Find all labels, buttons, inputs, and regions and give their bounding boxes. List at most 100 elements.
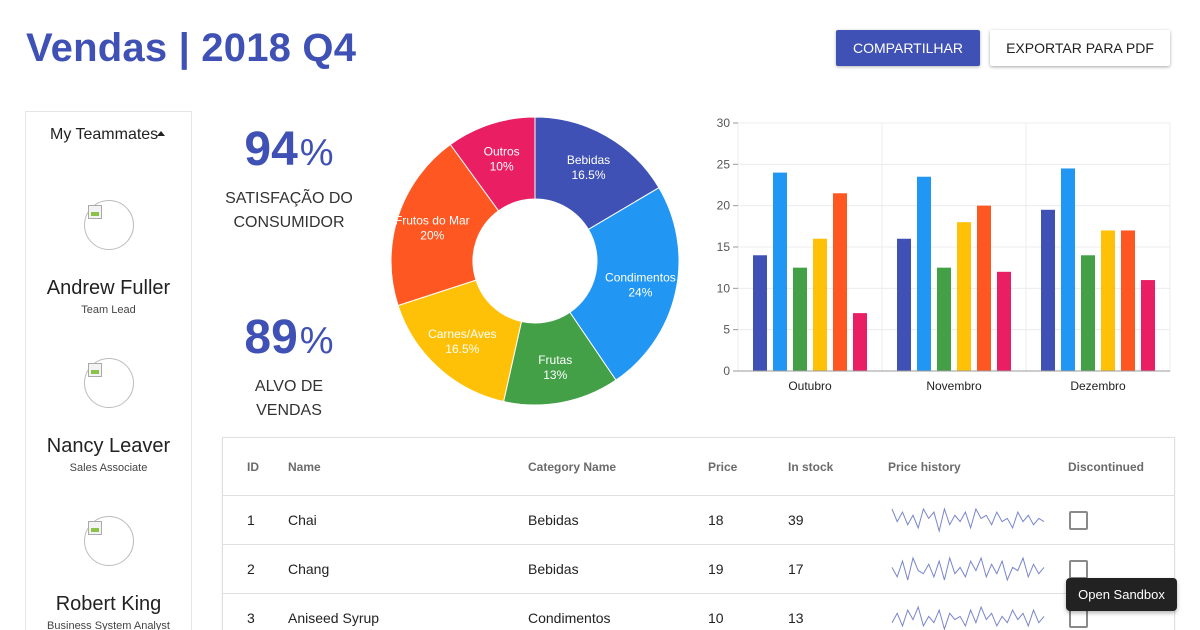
kpi-label-line: vendas bbox=[256, 402, 322, 419]
bar[interactable] bbox=[833, 193, 847, 371]
slice-value-label: 13% bbox=[543, 368, 567, 382]
avatar bbox=[83, 200, 134, 250]
bar[interactable] bbox=[1141, 280, 1155, 371]
cell-name: Chai bbox=[288, 512, 317, 528]
bar[interactable] bbox=[1101, 230, 1115, 371]
monthly-bar-chart[interactable]: 0 5 10 15 20 25 30 Outubro Novembro Dezembro bbox=[700, 112, 1175, 402]
kpi-number: 89 bbox=[244, 311, 298, 364]
cell-stock: 13 bbox=[788, 610, 804, 626]
donut-slice-outros[interactable] bbox=[449, 117, 536, 212]
sparkline-path bbox=[891, 556, 1045, 582]
donut-slice-carnes-aves[interactable] bbox=[397, 279, 523, 403]
bar[interactable] bbox=[753, 255, 767, 371]
cell-price-history bbox=[888, 594, 1048, 630]
cell-price: 10 bbox=[708, 610, 724, 626]
cell-stock: 39 bbox=[788, 512, 804, 528]
bar[interactable] bbox=[1121, 230, 1135, 371]
bar[interactable] bbox=[853, 313, 867, 371]
column-header-price-history[interactable]: Price history bbox=[888, 459, 961, 474]
y-tick-label: 25 bbox=[717, 157, 731, 171]
kpi-label-line: Satisfação do bbox=[225, 190, 353, 207]
slice-label: Frutos do Mar bbox=[395, 214, 470, 228]
page-title: Vendas | 2018 Q4 bbox=[26, 26, 357, 70]
bar[interactable] bbox=[793, 267, 807, 371]
kpi-label: Satisfação do consumidor bbox=[204, 187, 374, 235]
products-grid: ID Name Category Name Price In stock Pri… bbox=[222, 437, 1175, 630]
teammate-card: Nancy Leaver Sales Associate bbox=[26, 358, 191, 474]
cell-category: Bebidas bbox=[528, 561, 579, 577]
bar[interactable] bbox=[897, 238, 911, 371]
sparkline bbox=[891, 605, 1045, 630]
open-sandbox-button[interactable]: Open Sandbox bbox=[1066, 578, 1177, 611]
sparkline-path bbox=[891, 507, 1045, 533]
kpi-number: 94 bbox=[244, 123, 298, 176]
cell-name: Chang bbox=[288, 561, 330, 577]
sparkline-path bbox=[891, 605, 1045, 630]
teammate-role: Business System Analyst bbox=[47, 620, 170, 630]
kpi-label-line: consumidor bbox=[233, 214, 345, 231]
bar[interactable] bbox=[957, 222, 971, 371]
broken-image-icon bbox=[87, 521, 102, 535]
bar[interactable] bbox=[977, 205, 991, 371]
cell-price-history bbox=[888, 496, 1048, 544]
cell-id: 2 bbox=[247, 561, 255, 577]
donut-slice-condimentos[interactable] bbox=[569, 187, 680, 381]
column-header-id[interactable]: ID bbox=[247, 459, 259, 474]
bar[interactable] bbox=[997, 271, 1011, 371]
table-row[interactable]: 2 Chang Bebidas 19 17 bbox=[223, 545, 1174, 594]
donut-slice-bebidas[interactable] bbox=[534, 117, 660, 231]
slice-value-label: 24% bbox=[628, 286, 652, 300]
column-header-discontinued[interactable]: Discontinued bbox=[1068, 459, 1145, 474]
kpi-sales-target: 89% Alvo de vendas bbox=[204, 314, 374, 423]
y-tick-label: 10 bbox=[717, 281, 731, 295]
bar[interactable] bbox=[773, 172, 787, 371]
column-header-price[interactable]: Price bbox=[708, 459, 738, 474]
discontinued-checkbox[interactable] bbox=[1069, 559, 1088, 579]
export-pdf-button[interactable]: Exportar para PDF bbox=[990, 30, 1170, 66]
kpi-value: 89% bbox=[204, 314, 374, 365]
slice-label: Frutas bbox=[538, 353, 572, 367]
cell-price: 18 bbox=[708, 512, 724, 528]
teammates-heading[interactable]: My Teammates bbox=[50, 126, 159, 143]
teammate-card: Andrew Fuller Team Lead bbox=[26, 200, 191, 316]
share-button[interactable]: Compartilhar bbox=[836, 30, 980, 66]
grid-header-row: ID Name Category Name Price In stock Pri… bbox=[223, 438, 1174, 496]
kpi-unit: % bbox=[299, 132, 334, 174]
y-tick-label: 30 bbox=[717, 116, 731, 130]
kpi-label-line: Alvo de bbox=[254, 378, 324, 395]
bar[interactable] bbox=[1061, 168, 1075, 371]
kpi-satisfaction: 94% Satisfação do consumidor bbox=[204, 126, 374, 235]
bar[interactable] bbox=[1081, 255, 1095, 371]
slice-label: Bebidas bbox=[567, 153, 610, 167]
discontinued-checkbox[interactable] bbox=[1069, 510, 1088, 530]
caret-up-icon[interactable] bbox=[157, 131, 165, 136]
table-row[interactable]: 1 Chai Bebidas 18 39 bbox=[223, 496, 1174, 545]
category-donut-chart[interactable]: Bebidas16.5%Condimentos24%Frutas13%Carne… bbox=[390, 117, 680, 407]
teammate-name: Andrew Fuller bbox=[46, 277, 171, 299]
cell-name: Aniseed Syrup bbox=[288, 610, 380, 626]
donut-slice-frutos-do-mar[interactable] bbox=[390, 143, 500, 307]
cell-category: Bebidas bbox=[528, 512, 579, 528]
cell-id: 3 bbox=[247, 610, 255, 626]
teammate-role: Sales Associate bbox=[69, 462, 148, 474]
kpi-unit: % bbox=[299, 320, 334, 362]
column-header-stock[interactable]: In stock bbox=[788, 459, 834, 474]
x-category-label: Novembro bbox=[926, 379, 982, 393]
column-header-category[interactable]: Category Name bbox=[528, 459, 617, 474]
y-tick-label: 20 bbox=[717, 199, 731, 213]
bar[interactable] bbox=[937, 267, 951, 371]
discontinued-checkbox[interactable] bbox=[1069, 608, 1088, 628]
teammates-panel: My Teammates Andrew Fuller Team Lead Nan… bbox=[25, 111, 192, 630]
teammate-name: Nancy Leaver bbox=[46, 435, 171, 457]
table-row[interactable]: 3 Aniseed Syrup Condimentos 10 13 bbox=[223, 594, 1174, 630]
bar[interactable] bbox=[813, 238, 827, 371]
column-header-name[interactable]: Name bbox=[288, 459, 321, 474]
slice-value-label: 16.5% bbox=[571, 168, 605, 182]
sparkline bbox=[891, 556, 1045, 582]
y-tick-label: 0 bbox=[723, 364, 730, 378]
slice-value-label: 10% bbox=[490, 159, 514, 173]
bar[interactable] bbox=[1041, 209, 1055, 371]
x-category-label: Dezembro bbox=[1070, 379, 1126, 393]
bar[interactable] bbox=[917, 176, 931, 371]
cell-price: 19 bbox=[708, 561, 724, 577]
